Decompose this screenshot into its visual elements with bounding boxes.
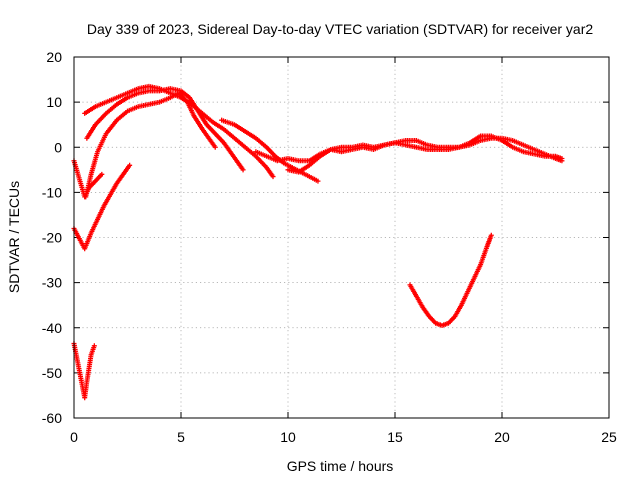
data-point bbox=[91, 343, 97, 349]
x-tick-label: 20 bbox=[494, 429, 510, 445]
y-tick-label: -50 bbox=[42, 365, 62, 381]
data-point bbox=[127, 162, 133, 168]
gridlines bbox=[74, 57, 609, 418]
y-tick-label: -30 bbox=[42, 275, 62, 291]
series-sat-c bbox=[82, 83, 276, 180]
y-tick-label: -40 bbox=[42, 320, 62, 336]
data-point bbox=[212, 144, 218, 150]
series-sat-j bbox=[407, 232, 494, 328]
y-tick-label: -10 bbox=[42, 184, 62, 200]
data-point bbox=[488, 232, 494, 238]
data-point bbox=[270, 174, 276, 180]
plot-frame bbox=[73, 56, 610, 419]
series-sat-a bbox=[83, 90, 218, 200]
y-axis-label: SDTVAR / TECUs bbox=[6, 181, 22, 293]
x-tick-label: 5 bbox=[177, 429, 185, 445]
series-sat-g bbox=[71, 158, 105, 200]
series-sat-f bbox=[285, 133, 565, 175]
x-tick-label: 25 bbox=[601, 429, 617, 445]
data-points bbox=[71, 83, 565, 401]
series-sat-i bbox=[71, 341, 97, 401]
y-tick-label: 20 bbox=[46, 49, 62, 65]
x-tick-labels: 0 5 10 15 20 25 bbox=[70, 429, 617, 445]
data-point bbox=[315, 178, 321, 184]
data-point bbox=[99, 171, 105, 177]
y-tick-label: -60 bbox=[42, 410, 62, 426]
data-point bbox=[559, 156, 565, 162]
y-tick-label: 10 bbox=[46, 94, 62, 110]
x-tick-label: 0 bbox=[70, 429, 78, 445]
y-tick-labels: -60 -50 -40 -30 -20 -10 0 10 20 bbox=[42, 49, 62, 426]
x-tick-label: 15 bbox=[387, 429, 403, 445]
data-point bbox=[240, 167, 246, 173]
x-tick-label: 10 bbox=[280, 429, 296, 445]
series-sat-h bbox=[71, 162, 133, 252]
y-tick-label: 0 bbox=[54, 139, 62, 155]
chart-title: Day 339 of 2023, Sidereal Day-to-day VTE… bbox=[87, 21, 593, 37]
y-tick-label: -20 bbox=[42, 230, 62, 246]
x-axis-label: GPS time / hours bbox=[287, 458, 394, 474]
